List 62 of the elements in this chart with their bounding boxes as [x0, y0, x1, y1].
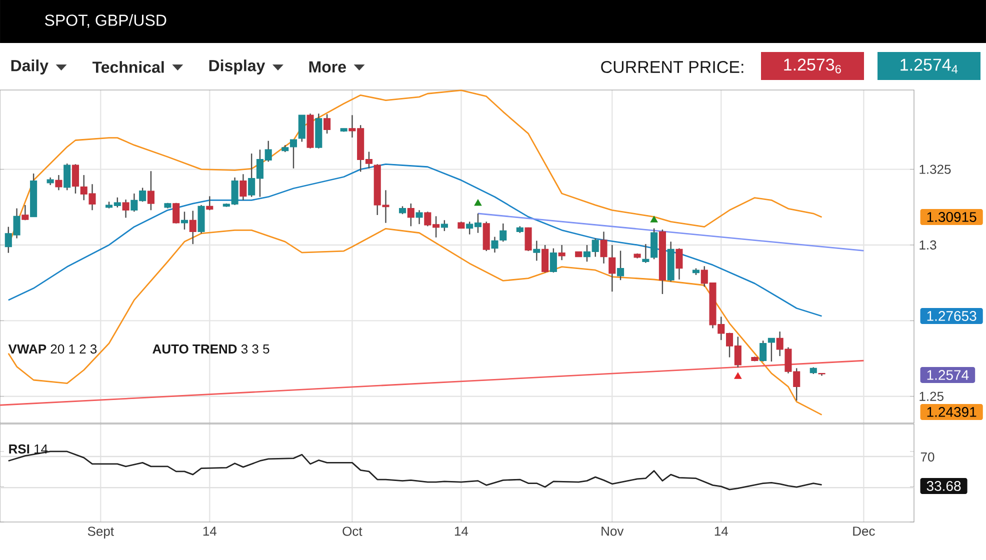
y-tick-label: 1.25	[920, 392, 944, 401]
candlestick	[172, 202, 180, 224]
line-series	[8, 163, 822, 317]
point	[474, 199, 482, 206]
candlestick	[768, 338, 775, 362]
text: 1.24391	[927, 407, 976, 417]
candlestick	[533, 240, 540, 262]
x-tick-label: Dec	[853, 526, 875, 536]
candlestick	[642, 243, 650, 264]
text: 70	[920, 452, 934, 462]
text: CURRENT PRICE:	[601, 60, 744, 74]
text: Display	[209, 60, 266, 74]
candlestick	[491, 236, 498, 254]
x-tick-label: Nov	[602, 526, 624, 536]
chart-title: SPOT, GBP/USD	[45, 14, 166, 28]
x-tick-label: 14	[203, 526, 216, 536]
candlestick	[240, 174, 247, 201]
x-tick-label: 14	[714, 526, 728, 536]
annotation: AUTO TREND 3 3 5	[152, 344, 270, 354]
candlestick	[298, 114, 306, 142]
text: 33.68	[926, 481, 961, 491]
candlestick	[542, 244, 549, 274]
candlestick	[206, 196, 214, 211]
text: Daily	[11, 60, 48, 74]
candlestick	[558, 244, 566, 261]
candlestick	[608, 244, 616, 292]
text: 1.30915	[927, 212, 976, 222]
candlestick	[290, 139, 298, 169]
text: 1.2573$_{6}$	[784, 58, 841, 74]
candlestick	[550, 248, 557, 274]
text: More	[309, 61, 346, 73]
text: 1.2574	[927, 370, 969, 380]
x-tick-label: Sept	[88, 526, 114, 538]
point	[650, 216, 658, 222]
candlestick	[324, 114, 331, 134]
candlestick	[64, 162, 71, 191]
x-tick-label: 14	[454, 526, 468, 536]
y-tick-label: 1.3	[920, 240, 936, 250]
annotation: RSI 14	[9, 444, 48, 454]
candlestick	[55, 174, 62, 191]
line-series	[8, 228, 822, 416]
annotation: VWAP 20 1 2 3	[8, 344, 97, 354]
candlestick	[72, 164, 79, 194]
candlestick	[416, 210, 423, 225]
text: Technical	[92, 61, 164, 73]
y-tick-label: 1.325	[920, 164, 951, 174]
candlestick	[600, 231, 608, 264]
text: 1.2574$_{4}$	[900, 58, 958, 74]
candlestick	[524, 226, 532, 252]
candlestick	[189, 210, 196, 245]
candlestick	[407, 202, 414, 227]
candlestick	[617, 250, 624, 281]
candlestick	[760, 340, 767, 362]
point	[734, 372, 742, 379]
candlestick	[122, 198, 130, 218]
text: 1.27653	[927, 311, 976, 321]
candlestick	[147, 170, 154, 211]
candlestick	[500, 222, 507, 242]
candlestick	[676, 248, 683, 280]
candlestick	[440, 220, 448, 232]
candlestick	[22, 204, 29, 221]
x-tick-label: Oct	[342, 526, 362, 536]
